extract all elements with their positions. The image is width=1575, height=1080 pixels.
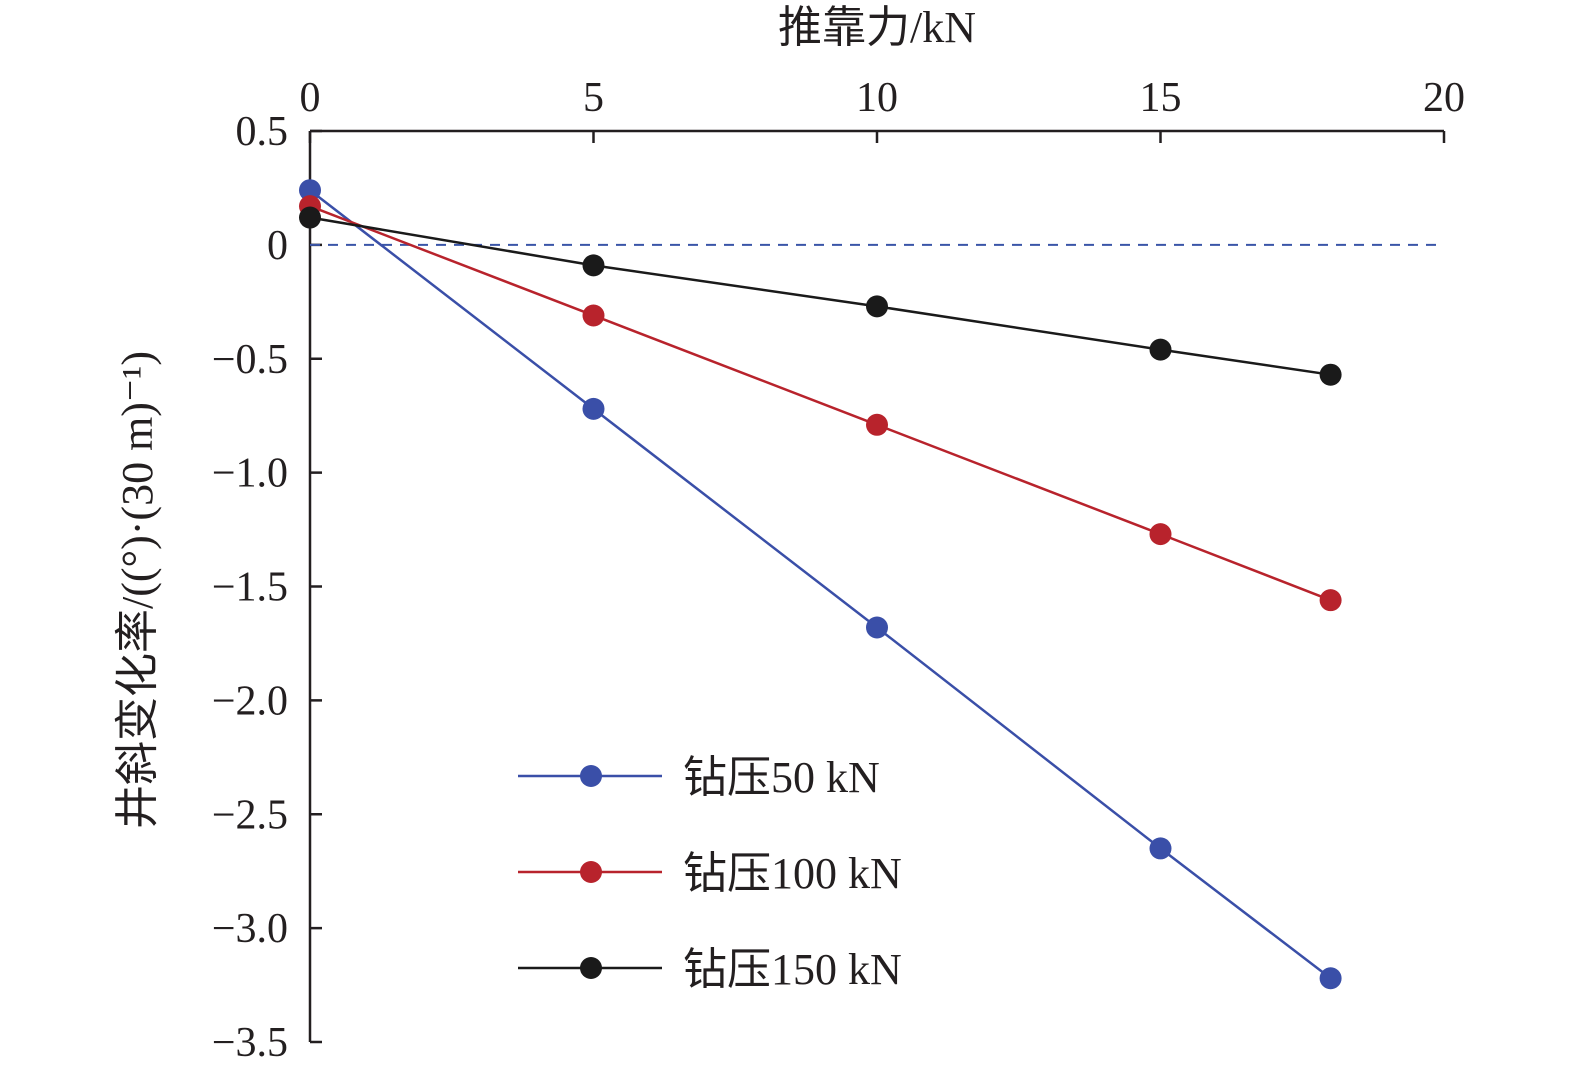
series-line [309, 216, 1331, 376]
legend-item: 钻压150 kN [518, 945, 902, 994]
series-1 [299, 195, 1342, 612]
y-tick-label: −2.5 [212, 792, 288, 838]
x-tick-label: 20 [1423, 75, 1465, 121]
legend-marker [580, 957, 602, 979]
y-tick-label: −1.0 [212, 451, 288, 497]
x-tick-label: 15 [1140, 75, 1182, 121]
y-tick-label: −3.0 [212, 906, 288, 952]
y-tick-label: −2.0 [212, 678, 288, 724]
y-axis-label: 井斜变化率/((°)·(30 m)⁻¹) [113, 351, 162, 829]
data-point [866, 616, 888, 639]
data-point [1319, 589, 1342, 612]
series-0 [299, 179, 1342, 990]
series-group [299, 179, 1342, 990]
series-line [309, 204, 1332, 602]
legend-item: 钻压100 kN [518, 849, 902, 898]
data-point [582, 304, 605, 327]
legend-marker [580, 765, 602, 787]
axes: 0 5 10 15 200.50−0.5−1.0−1.5−2.0−2.5−3.0−3.5 [212, 75, 1465, 1066]
data-point [299, 179, 321, 202]
y-tick-label: 0 [267, 223, 288, 269]
x-tick-label: 10 [856, 75, 898, 121]
data-point [582, 254, 605, 277]
legend-marker [580, 861, 602, 883]
y-tick-label: −1.5 [212, 565, 288, 611]
data-point [582, 397, 605, 420]
legend: 钻压50 kN 钻压100 kN 钻压150 kN [518, 753, 902, 994]
legend-label: 钻压100 kN [683, 849, 902, 898]
data-point [1319, 363, 1342, 386]
x-tick-label: 5 [583, 75, 604, 121]
y-tick-label: 0.5 [236, 109, 289, 155]
legend-label: 钻压50 kN [683, 753, 880, 802]
legend-label: 钻压150 kN [683, 945, 902, 994]
data-point [1149, 523, 1172, 546]
data-point [866, 295, 888, 318]
legend-item: 钻压50 kN [518, 753, 880, 802]
x-axis-label: 推靠力/kN [778, 3, 976, 52]
x-tick-label: 0 [300, 75, 321, 121]
data-point [1149, 837, 1172, 860]
data-point [866, 413, 888, 436]
y-tick-label: −0.5 [212, 337, 288, 383]
data-point [299, 206, 321, 229]
data-point [1319, 967, 1342, 990]
series-2 [299, 206, 1342, 386]
data-point [1149, 338, 1172, 361]
y-tick-label: −3.5 [212, 1020, 288, 1066]
